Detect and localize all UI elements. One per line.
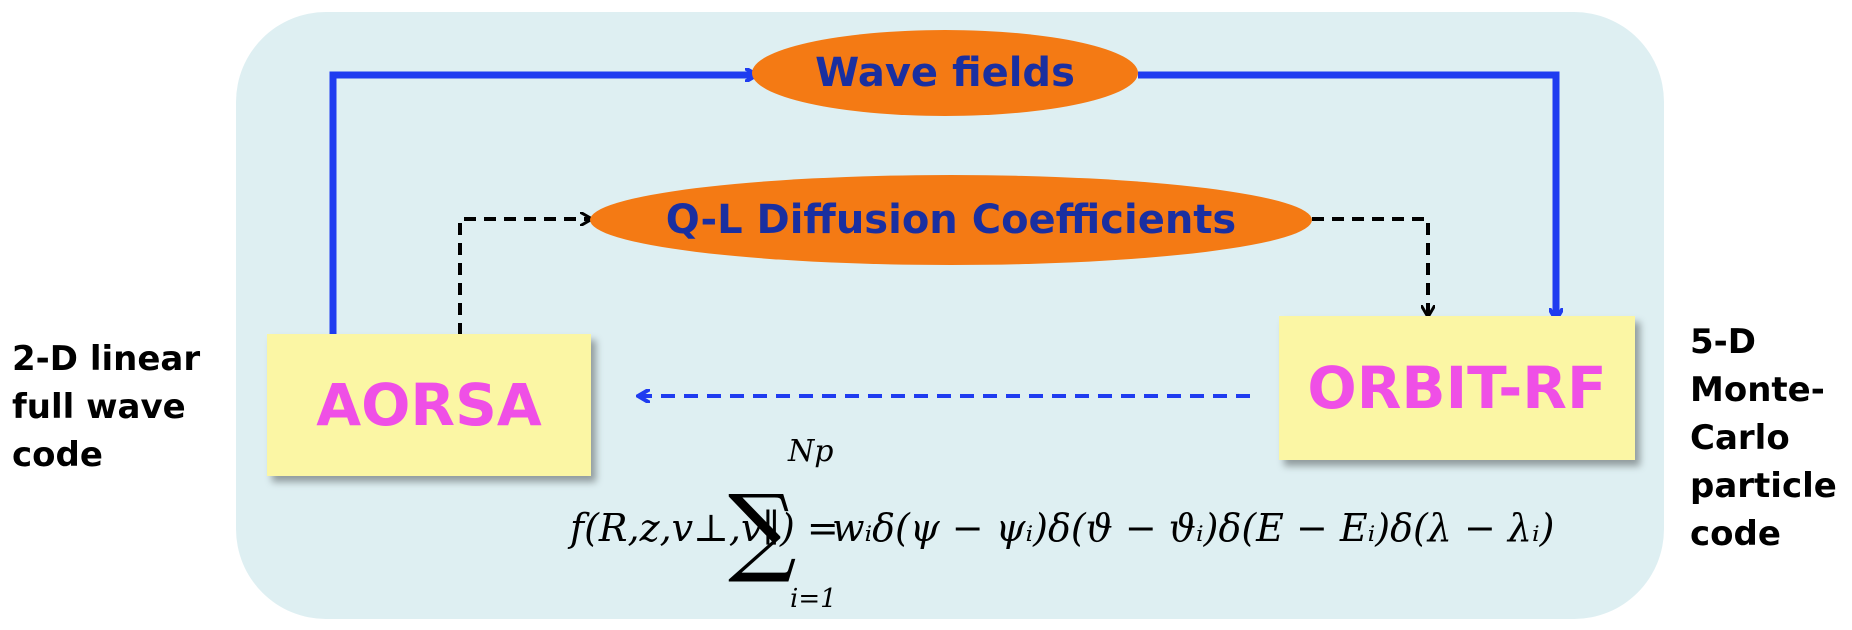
left-description: 2-D linear full wave code [12, 335, 200, 479]
node-ql-diffusion: Q-L Diffusion Coefficients [590, 175, 1312, 265]
left-description-line-1: 2-D linear [12, 339, 201, 379]
node-orbit-rf-label: ORBIT-RF [1307, 354, 1607, 422]
node-orbit-rf: ORBIT-RF [1279, 316, 1635, 460]
right-description-line-1: 5-D [1690, 322, 1756, 362]
arrow-aorsa-to-wavefields [329, 75, 755, 335]
right-description-line-4: particle [1690, 466, 1837, 506]
arrow-ql-to-orbitrf [1312, 217, 1428, 315]
left-description-line-2: full wave [12, 387, 186, 427]
right-description-line-2: Monte- [1690, 370, 1825, 410]
formula-sum-upper: Np [788, 434, 834, 469]
node-aorsa: AORSA [267, 334, 591, 476]
formula-sum-symbol: ∑ [728, 474, 797, 586]
arrow-aorsa-to-ql [458, 219, 590, 335]
formula-sum-lower: i=1 [790, 584, 837, 614]
node-wave-fields: Wave fields [752, 30, 1138, 116]
formula-lhs: f(R,z,v⊥,v∥) = [570, 506, 839, 550]
node-ql-diffusion-label: Q-L Diffusion Coefficients [665, 197, 1237, 243]
right-description-line-3: Carlo [1690, 418, 1790, 458]
formula-rhs: wᵢδ(ψ − ψᵢ)δ(ϑ − ϑᵢ)δ(E − Eᵢ)δ(λ − λᵢ) [832, 506, 1555, 550]
node-wave-fields-label: Wave fields [815, 50, 1075, 96]
right-description: 5-D Monte- Carlo particle code [1690, 318, 1837, 558]
distribution-formula: f(R,z,v⊥,v∥) = Np ∑ i=1 wᵢδ(ψ − ψᵢ)δ(ϑ −… [570, 434, 1554, 624]
right-description-line-5: code [1690, 514, 1781, 554]
left-description-line-3: code [12, 435, 103, 475]
node-aorsa-label: AORSA [316, 371, 542, 439]
arrow-wavefields-to-orbitrf [1138, 71, 1556, 318]
